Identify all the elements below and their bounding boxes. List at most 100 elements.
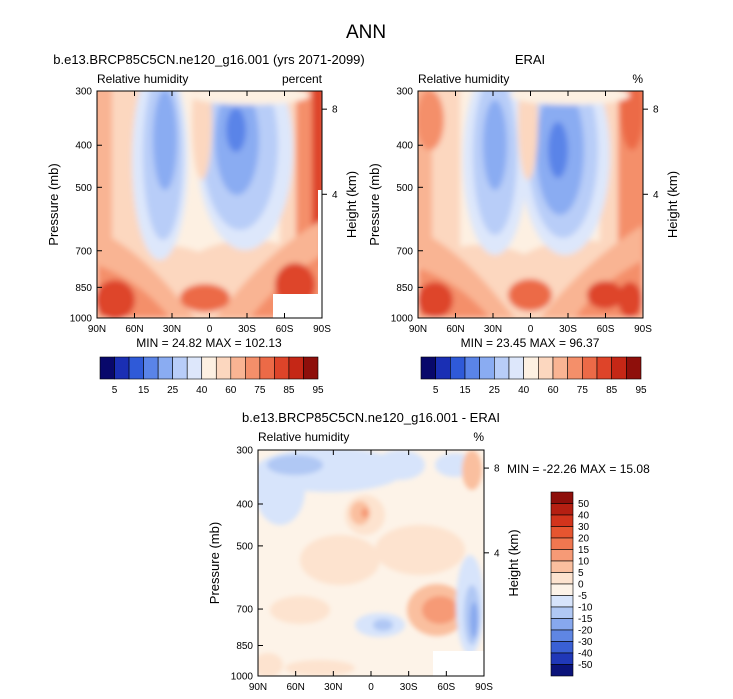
colorbar-swatch (550, 606, 574, 619)
colorbar-label: 50 (578, 499, 590, 510)
y-tick-label: 400 (75, 141, 92, 152)
panel-model-stats: MIN = 24.82 MAX = 102.13 (136, 336, 282, 350)
colorbar-swatch (550, 549, 574, 562)
colorbar-model: 5 15 25 40 60 75 85 95 (99, 356, 324, 396)
colorbar-label: 60 (547, 385, 559, 396)
x-tick-label: 0 (528, 324, 534, 335)
colorbar-swatch (245, 356, 261, 380)
panel-model-left-label: Relative humidity (97, 72, 188, 86)
panel-model-field (97, 91, 322, 318)
colorbar-label: -20 (578, 626, 593, 637)
y-tick-label: 850 (236, 641, 253, 652)
panel-erai-right-label: % (632, 72, 643, 86)
colorbar-swatch (201, 356, 217, 380)
colorbar-swatch (550, 595, 574, 608)
panel-diff-right-label: % (473, 430, 484, 444)
x-tick-label: 90S (475, 682, 493, 693)
colorbar-label: -15 (578, 614, 593, 625)
x-tick-label: 90N (409, 324, 427, 335)
panel-diff-title: b.e13.BRCP85C5CN.ne120_g16.001 - ERAI (242, 410, 500, 425)
colorbar-label: 95 (635, 385, 647, 396)
colorbar-label: 15 (459, 385, 471, 396)
panel-diff-stats: MIN = -22.26 MAX = 15.08 (507, 462, 650, 476)
y-tick-label: 850 (396, 283, 413, 294)
y-tick-label: 500 (396, 183, 413, 194)
y-tick-label: 500 (75, 183, 92, 194)
y2-tick-label: 8 (494, 464, 500, 475)
colorbar-swatch (611, 356, 627, 380)
colorbar-swatch (626, 356, 642, 380)
panel-erai-left-label: Relative humidity (418, 72, 509, 86)
panel-erai: ERAI Relative humidity % (367, 52, 680, 350)
colorbar-swatch (450, 356, 466, 380)
panel-erai-title: ERAI (515, 52, 545, 67)
colorbar-swatch (274, 356, 290, 380)
colorbar-swatch (550, 514, 574, 527)
colorbar-swatch (420, 356, 436, 380)
x-tick-label: 90S (634, 324, 652, 335)
x-tick-label: 30S (400, 682, 418, 693)
colorbar-swatch (550, 641, 574, 654)
colorbar-swatch (550, 618, 574, 631)
x-tick-label: 30N (163, 324, 181, 335)
x-tick-label: 30N (484, 324, 502, 335)
x-tick-label: 60S (597, 324, 615, 335)
colorbar-swatch (99, 356, 115, 380)
panel-erai-stats: MIN = 23.45 MAX = 96.37 (461, 336, 600, 350)
colorbar-swatch (435, 356, 451, 380)
y2-tick-label: 4 (332, 190, 338, 201)
colorbar-label: 60 (225, 385, 237, 396)
y-tick-label: 700 (396, 246, 413, 257)
x-tick-label: 90S (313, 324, 331, 335)
panel-model-right-label: percent (282, 72, 323, 86)
colorbar-label: -40 (578, 649, 593, 660)
colorbar-label: 20 (578, 534, 590, 545)
y-axis-label: Pressure (mb) (367, 163, 382, 245)
colorbar-swatch (550, 652, 574, 665)
colorbar-label: -50 (578, 660, 593, 671)
colorbar-swatch (288, 356, 304, 380)
colorbar-swatch (172, 356, 188, 380)
colorbar-swatch (550, 560, 574, 573)
colorbar-swatch (215, 356, 232, 380)
colorbar-swatch (550, 537, 574, 550)
colorbar-swatch (552, 356, 568, 380)
panel-diff-field (258, 450, 484, 676)
y2-axis-label: Height (km) (665, 171, 680, 238)
colorbar-swatch (508, 356, 524, 380)
y-tick-label: 850 (75, 283, 92, 294)
colorbar-label: 75 (577, 385, 589, 396)
colorbar-label: 30 (578, 522, 590, 533)
colorbar-label: 85 (606, 385, 618, 396)
y-tick-label: 300 (396, 87, 413, 98)
colorbar-swatch (303, 356, 319, 380)
colorbar-swatch (494, 356, 510, 380)
colorbar-swatch (143, 356, 159, 380)
colorbar-label: 10 (578, 557, 590, 568)
colorbar-label: -5 (578, 591, 587, 602)
colorbar-label: 25 (167, 385, 179, 396)
colorbar-label: 95 (312, 385, 324, 396)
panel-erai-field (418, 91, 643, 318)
y2-axis-label: Height (km) (344, 171, 359, 238)
colorbar-swatch (550, 491, 574, 504)
y2-tick-label: 8 (653, 105, 659, 116)
colorbar-swatch (523, 356, 539, 380)
x-tick-label: 90N (88, 324, 106, 335)
colorbar-swatch (157, 356, 173, 380)
colorbar-swatch (550, 572, 574, 585)
y-tick-label: 400 (236, 500, 253, 511)
x-tick-label: 30S (559, 324, 577, 335)
colorbar-label: 15 (138, 385, 150, 396)
colorbar-swatch (464, 356, 480, 380)
panel-model-title: b.e13.BRCP85C5CN.ne120_g16.001 (yrs 2071… (53, 52, 364, 67)
colorbar-swatch (128, 356, 144, 380)
colorbar-swatch (550, 583, 574, 596)
colorbar-swatch (230, 356, 246, 380)
colorbar-swatch (567, 356, 583, 380)
panel-diff: b.e13.BRCP85C5CN.ne120_g16.001 - ERAI Re… (207, 410, 650, 693)
x-tick-label: 30N (324, 682, 342, 693)
x-tick-label: 0 (368, 682, 374, 693)
colorbar-swatch (479, 356, 495, 380)
y-tick-label: 1000 (391, 314, 414, 325)
